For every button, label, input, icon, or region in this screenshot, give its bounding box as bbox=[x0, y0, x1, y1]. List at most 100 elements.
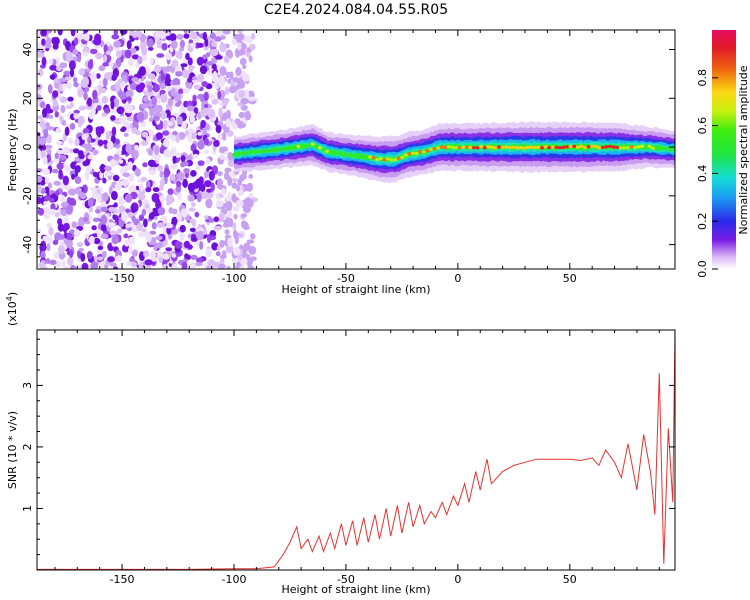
noise-cell bbox=[74, 37, 79, 46]
noise-cell bbox=[86, 97, 93, 107]
noise-cell bbox=[205, 157, 211, 165]
noise-cell bbox=[54, 212, 60, 218]
noise-cell bbox=[200, 119, 206, 129]
noise-cell bbox=[159, 178, 166, 187]
noise-cell bbox=[77, 53, 82, 63]
ridge-core bbox=[307, 144, 312, 148]
noise-cell bbox=[180, 161, 185, 168]
noise-cell bbox=[111, 235, 120, 245]
noise-cell bbox=[189, 115, 196, 123]
noise-cell bbox=[54, 152, 59, 159]
x-tick-label: 50 bbox=[563, 272, 577, 285]
noise-cell bbox=[108, 206, 116, 213]
noise-cell bbox=[145, 187, 152, 193]
noise-cell bbox=[162, 120, 168, 130]
noise-cell bbox=[237, 33, 245, 41]
noise-cell bbox=[49, 74, 56, 80]
noise-cell bbox=[246, 257, 253, 267]
noise-cell bbox=[170, 87, 176, 97]
noise-cell bbox=[152, 106, 157, 113]
noise-cell bbox=[108, 61, 114, 68]
noise-cell bbox=[149, 250, 156, 259]
noise-cell bbox=[53, 157, 60, 163]
ridge-core bbox=[350, 154, 355, 158]
ridge-core bbox=[661, 146, 666, 150]
noise-cell bbox=[93, 255, 98, 261]
ridge-core bbox=[633, 145, 638, 150]
noise-cell bbox=[105, 50, 112, 56]
noise-cell bbox=[171, 216, 178, 225]
ridge-core bbox=[511, 145, 516, 149]
noise-cell bbox=[43, 128, 49, 139]
noise-cell bbox=[213, 216, 220, 223]
noise-cell bbox=[37, 115, 45, 120]
noise-cell bbox=[163, 167, 170, 178]
ridge-core bbox=[575, 145, 580, 149]
noise-cell bbox=[37, 83, 43, 90]
ridge-core bbox=[586, 145, 591, 149]
ridge-core bbox=[232, 153, 236, 157]
ridge-core bbox=[400, 155, 405, 159]
noise-cell bbox=[73, 77, 78, 83]
noise-cell bbox=[189, 261, 197, 269]
noise-cell bbox=[161, 42, 168, 51]
noise-cell bbox=[115, 138, 120, 145]
ridge-core bbox=[239, 151, 244, 155]
noise-cell bbox=[128, 175, 134, 182]
noise-cell bbox=[159, 89, 166, 95]
noise-cell bbox=[232, 222, 237, 230]
noise-cell bbox=[52, 168, 59, 174]
noise-cell bbox=[77, 88, 84, 98]
noise-cell bbox=[81, 133, 88, 141]
noise-cell bbox=[85, 164, 93, 174]
noise-cell bbox=[84, 170, 90, 181]
ridge-core bbox=[611, 145, 616, 149]
noise-cell bbox=[241, 222, 249, 229]
noise-cell bbox=[175, 152, 182, 158]
noise-cell bbox=[197, 73, 204, 82]
noise-cell bbox=[152, 115, 160, 122]
noise-cell bbox=[110, 115, 116, 121]
noise-cell bbox=[100, 214, 108, 225]
ridge-core bbox=[282, 146, 287, 151]
noise-cell bbox=[141, 131, 149, 138]
snr-x-tick-label: -150 bbox=[110, 573, 135, 586]
noise-cell bbox=[187, 182, 196, 192]
noise-cell bbox=[202, 31, 207, 41]
noise-cell bbox=[102, 139, 109, 145]
ridge-core bbox=[507, 145, 512, 150]
ridge-core bbox=[321, 148, 326, 152]
y-tick-label: -20 bbox=[21, 187, 34, 205]
noise-cell bbox=[40, 149, 46, 159]
ridge-core bbox=[540, 146, 544, 150]
noise-cell bbox=[60, 208, 68, 217]
ridge-core bbox=[429, 147, 433, 151]
colorbar-tick-label: 0.4 bbox=[696, 165, 709, 183]
ridge-core bbox=[360, 155, 365, 159]
noise-cell bbox=[41, 38, 46, 46]
noise-cell bbox=[147, 148, 153, 156]
x-tick-label: -100 bbox=[222, 272, 247, 285]
noise-cell bbox=[246, 182, 253, 188]
y-tick-label: 20 bbox=[21, 91, 34, 105]
noise-cell bbox=[171, 146, 177, 157]
ridge-core bbox=[493, 146, 498, 150]
noise-cell bbox=[55, 57, 60, 66]
noise-cell bbox=[87, 154, 94, 160]
noise-cell bbox=[213, 225, 222, 231]
noise-cell bbox=[113, 30, 118, 37]
noise-cell bbox=[235, 67, 242, 76]
ridge-core bbox=[371, 156, 376, 160]
noise-cell bbox=[111, 126, 117, 137]
noise-cell bbox=[248, 245, 257, 255]
noise-cell bbox=[70, 264, 76, 269]
noise-cell bbox=[71, 221, 78, 229]
noise-cell bbox=[68, 137, 73, 145]
ridge-core bbox=[618, 146, 623, 150]
noise-cell bbox=[53, 180, 61, 186]
noise-cell bbox=[149, 230, 157, 235]
noise-cell bbox=[178, 88, 184, 94]
noise-cell bbox=[69, 102, 74, 108]
noise-cell bbox=[180, 63, 188, 68]
noise-cell bbox=[225, 118, 232, 128]
